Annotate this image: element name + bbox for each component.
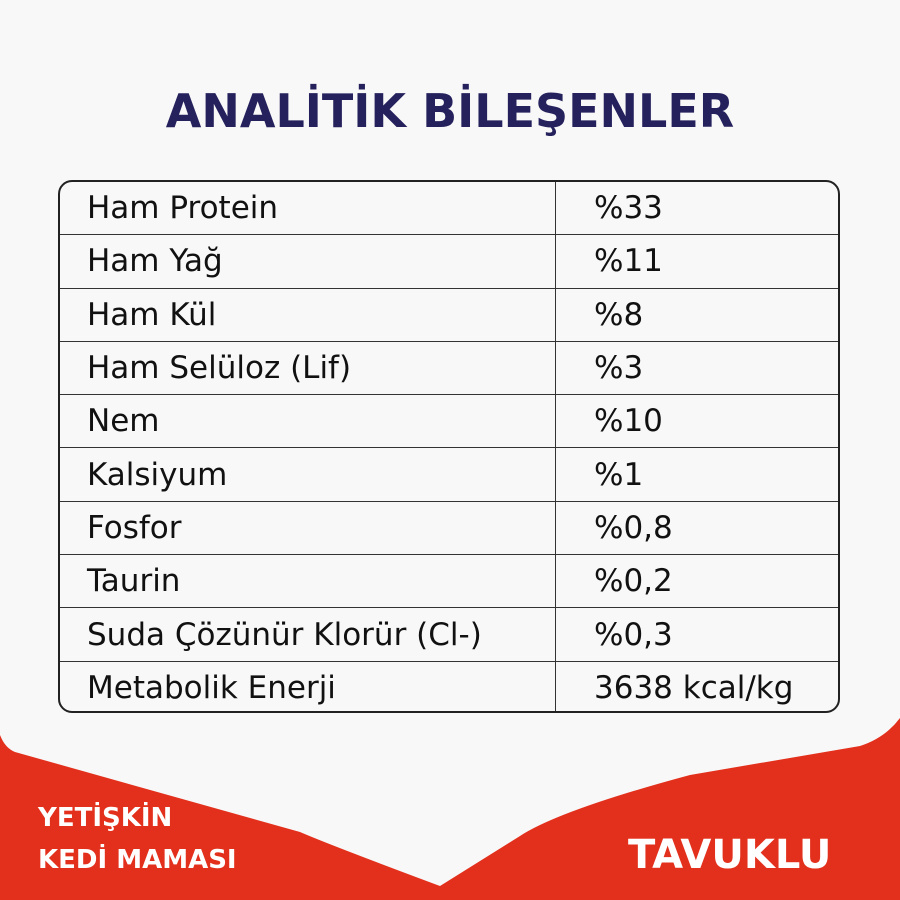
table-row: Taurin %0,2 [60, 555, 838, 609]
row-label: Suda Çözünür Klorür (Cl-) [60, 608, 556, 661]
row-value: %3 [594, 350, 644, 387]
table-row: Ham Protein %33 [60, 182, 838, 236]
row-label: Metabolik Enerji [60, 661, 556, 711]
table-row: Kalsiyum %1 [60, 448, 838, 502]
row-label: Taurin [60, 555, 556, 608]
row-value: %0,3 [594, 616, 673, 653]
row-value: %8 [594, 296, 644, 333]
product-type-line1: YETİŞKİN [38, 803, 173, 833]
table-row: Nem %10 [60, 395, 838, 449]
table-row: Ham Yağ %11 [60, 235, 838, 289]
flavor-label: TAVUKLU [628, 832, 832, 878]
table-row: Fosfor %0,8 [60, 501, 838, 556]
page-title: ANALİTİK BİLEŞENLER [165, 84, 735, 138]
table-row: Ham Kül %8 [60, 288, 838, 342]
row-label: Ham Kül [60, 288, 556, 341]
row-value: %33 [594, 190, 663, 227]
product-type-label: YETİŞKİN KEDİ MAMASI [38, 797, 237, 881]
row-label: Kalsiyum [60, 448, 556, 501]
analysis-table: Ham Protein %33 Ham Yağ %11 Ham Kül %8 Ham … [58, 180, 840, 713]
row-label: Fosfor [60, 501, 556, 555]
table-row: Ham Selüloz (Lif) %3 [60, 341, 838, 396]
row-label: Nem [60, 395, 556, 448]
row-value: %0,8 [594, 509, 673, 546]
row-value: %1 [594, 456, 644, 493]
row-value: %10 [594, 403, 663, 440]
row-value: %11 [594, 243, 663, 280]
table-row: Suda Çözünür Klorür (Cl-) %0,3 [60, 608, 838, 662]
row-label: Ham Yağ [60, 235, 556, 288]
row-label: Ham Protein [60, 182, 556, 235]
row-label: Ham Selüloz (Lif) [60, 341, 556, 395]
row-value: %0,2 [594, 563, 673, 600]
row-value: 3638 kcal/kg [594, 670, 794, 707]
table-row: Metabolik Enerji 3638 kcal/kg [60, 661, 838, 711]
product-type-line2: KEDİ MAMASI [38, 845, 237, 875]
